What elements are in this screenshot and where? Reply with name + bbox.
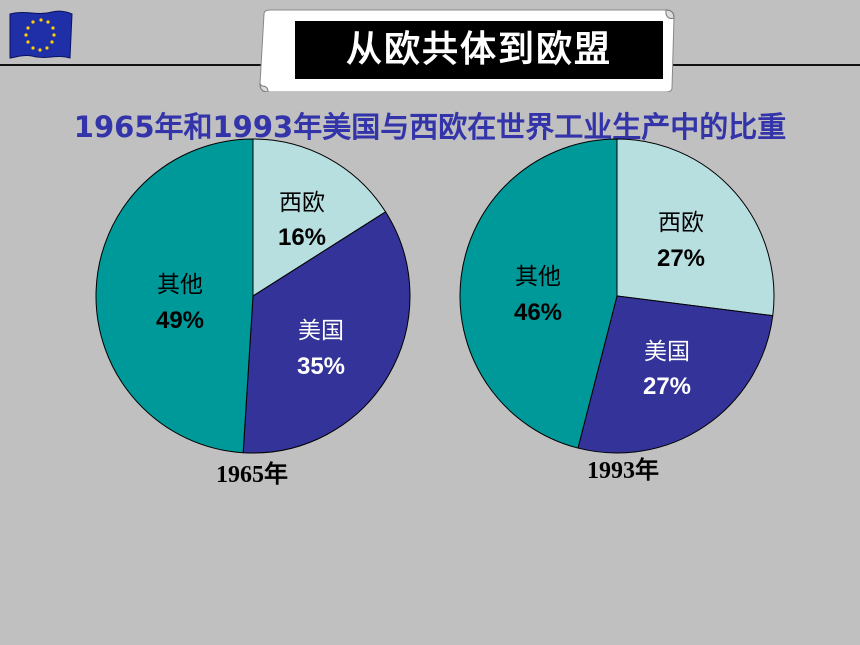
slice-value-label: 46% xyxy=(514,299,562,326)
slice-name-label: 其他 xyxy=(515,264,561,290)
pie-slice-other xyxy=(459,138,618,449)
pie-year-label: 1993年 xyxy=(587,456,659,484)
slice-name-label: 西欧 xyxy=(279,190,325,216)
slice-name-label: 美国 xyxy=(644,339,690,365)
pie-chart-1: 西欧 16% 美国 35% 其他 49% 1965年 xyxy=(95,138,411,488)
slice-value-label: 16% xyxy=(278,224,326,251)
eu-flag-icon xyxy=(9,10,73,59)
pie-slice-us xyxy=(577,295,774,454)
slice-value-label: 27% xyxy=(643,373,691,400)
pie-chart-2: 西欧 27% 美国 27% 其他 46% 1993年 xyxy=(459,138,775,484)
pie-year-label: 1965年 xyxy=(216,460,288,488)
slice-name-label: 西欧 xyxy=(658,210,704,236)
page-title: 从欧共体到欧盟 xyxy=(295,21,663,79)
slice-value-label: 27% xyxy=(657,245,705,272)
chart-subtitle: 1965年和1993年美国与西欧在世界工业生产中的比重 xyxy=(73,110,787,144)
pie-slice-other xyxy=(95,138,254,454)
pie-slice-western-europe xyxy=(616,138,775,317)
pie-slice-western-europe xyxy=(252,138,387,297)
pie-slice-us xyxy=(242,211,411,454)
slice-name-label: 其他 xyxy=(157,272,203,298)
slice-value-label: 49% xyxy=(156,307,204,334)
slice-name-label: 美国 xyxy=(298,318,344,344)
slice-value-label: 35% xyxy=(297,353,345,380)
